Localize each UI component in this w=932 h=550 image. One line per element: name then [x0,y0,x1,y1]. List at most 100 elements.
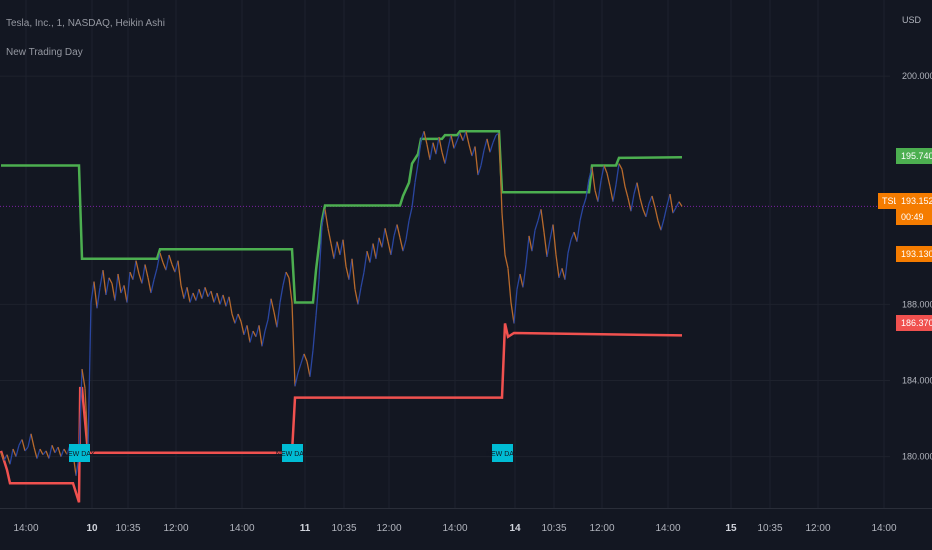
price-segment [474,146,479,176]
price-segment [156,252,161,269]
x-tick-label: 14:00 [871,523,896,534]
price-segment [171,264,176,273]
price-segment [339,239,344,256]
price-segment [183,287,188,299]
price-segment [267,298,272,320]
y-tick-label: 180.0000000 [902,452,932,462]
x-tick-label: 14:00 [229,523,254,534]
price-segment [36,448,41,459]
price-segment [108,277,113,284]
price-segment [537,209,542,221]
price-segment [399,237,404,252]
price-segment [84,388,89,451]
price-segment [540,209,545,233]
price-segment [516,273,521,290]
price-segment [393,224,398,237]
price-segment [180,285,185,299]
price-segment [315,279,320,316]
price-segment [345,266,350,280]
price-segment [240,321,245,336]
price-segment [525,235,530,265]
price-segment [543,232,548,257]
price-segment [150,279,155,294]
price-segment [405,220,410,240]
price-segment [105,277,110,296]
price-segment [198,289,203,299]
price-segment [309,350,314,377]
price-segment [336,241,341,256]
price-segment [351,258,356,290]
price-segment [117,273,122,294]
price-segment [654,207,659,221]
new-day-marker [492,444,513,462]
x-tick-label: 12:00 [805,523,830,534]
price-segment [57,446,62,457]
price-segment [63,448,68,456]
price-segment [609,186,614,202]
price-segment [360,271,365,288]
price-segment [390,235,395,256]
x-tick-label: 10 [86,523,98,534]
y-tick-label: 184.0000000 [902,376,932,386]
price-segment [480,150,485,166]
price-segment [528,235,533,252]
price-segment [81,369,86,389]
x-tick-label: 12:00 [376,523,401,534]
price-segment [210,290,215,303]
price-segment [660,218,665,231]
price-segment [177,260,182,286]
y-tick-label: 200.0000000 [902,71,932,81]
alt-price-label: 193.1300000 [896,246,932,262]
x-tick-label: 15 [725,523,737,534]
price-segment [492,134,497,143]
price-segment [18,439,23,446]
price-segment [414,163,419,183]
price-segment [258,325,263,347]
new-day-label: NEW DAY [276,451,308,458]
price-segment [144,264,149,278]
price-segment [39,448,44,456]
price-segment [321,209,326,225]
price-segment [288,277,293,303]
price-segment [261,330,266,347]
price-segment [486,138,491,153]
price-segment [228,296,233,315]
price-segment [60,448,65,457]
price-segment [423,131,428,145]
price-segment [129,271,134,280]
price-segment [45,450,50,459]
price-segment [531,230,536,252]
price-segment [48,445,53,459]
x-tick-label: 12:00 [589,523,614,534]
price-segment [330,243,335,259]
price-segment [579,207,584,221]
price-segment [555,254,560,278]
symbol-legend[interactable]: Tesla, Inc., 1, NASDAQ, Heikin Ashi [6,18,165,29]
price-segment [270,298,275,313]
price-segment [27,433,32,448]
price-segment [291,302,296,387]
price-segment [642,209,647,218]
price-segment [3,454,8,461]
price-segment [354,289,359,305]
price-segment [450,134,455,149]
price-segment [387,241,392,256]
price-segment [588,167,593,180]
price-segment [597,180,602,202]
price-segment [192,292,197,301]
price-segment [426,144,431,160]
price-segment [462,131,467,141]
price-segment [522,264,527,288]
price-segment [471,146,476,157]
x-tick-label: 14:00 [442,523,467,534]
indicator-legend[interactable]: New Trading Day [6,47,83,58]
price-segment [636,182,641,198]
price-segment [582,197,587,208]
price-segment [231,313,236,324]
price-segment [510,302,515,324]
price-segment [576,220,581,242]
price-segment [15,445,20,457]
y-tick-label: 188.0000000 [902,299,932,309]
price-segment [432,142,437,155]
